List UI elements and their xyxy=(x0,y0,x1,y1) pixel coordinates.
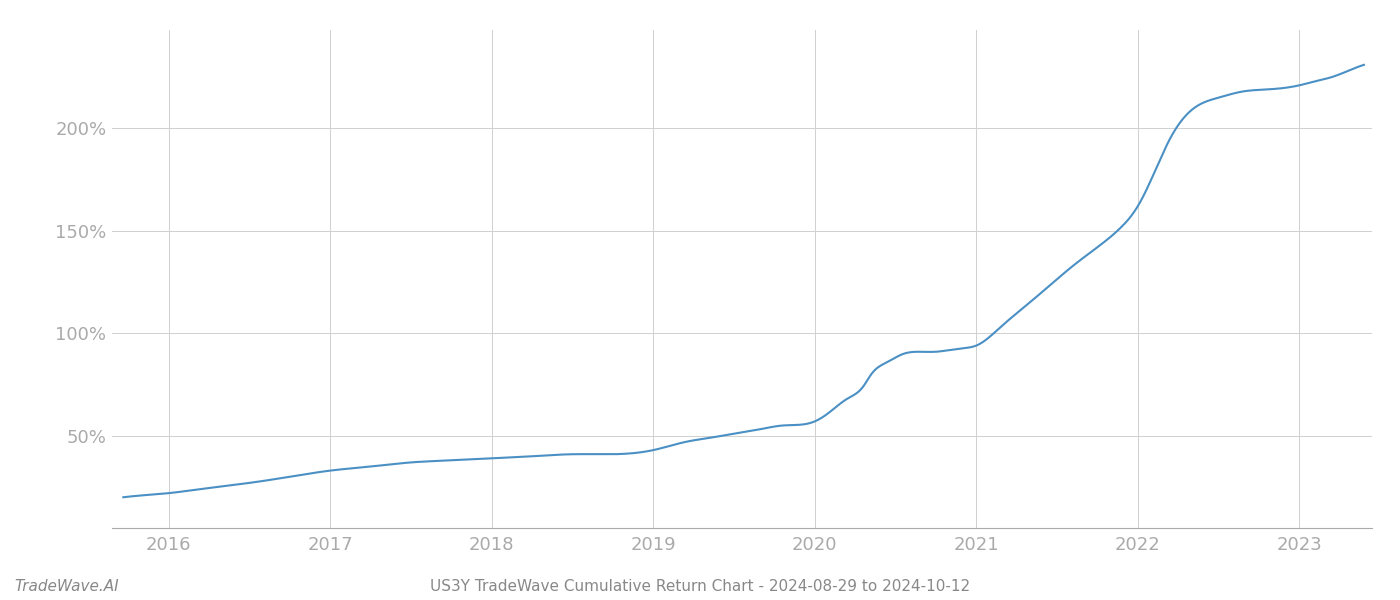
Text: TradeWave.AI: TradeWave.AI xyxy=(14,579,119,594)
Text: US3Y TradeWave Cumulative Return Chart - 2024-08-29 to 2024-10-12: US3Y TradeWave Cumulative Return Chart -… xyxy=(430,579,970,594)
